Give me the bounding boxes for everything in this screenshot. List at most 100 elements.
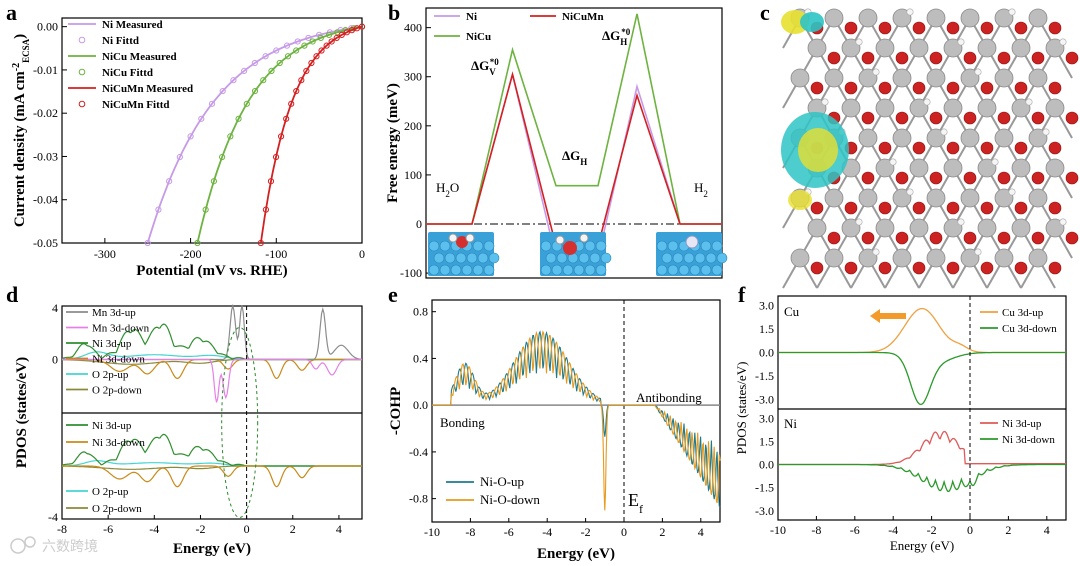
data-point-nicumn <box>257 239 264 247</box>
data-point-ni <box>166 178 173 185</box>
series-mn-3d-down <box>62 358 362 403</box>
hydrogen-atom <box>465 233 475 243</box>
y-tick-label: 0.4 <box>413 351 428 365</box>
slab-atom <box>700 264 712 276</box>
y-tick-label: -0.03 <box>33 149 58 163</box>
highlight-ellipse <box>221 327 259 518</box>
ni-atom <box>943 158 963 178</box>
legend-label: NiCu Fittd <box>102 67 153 79</box>
ni-atom <box>807 218 827 238</box>
panel-d: d -8 -6 -4 -2 0 2 4 4 0 -4 Energy (eV) PDOS (states/… <box>6 282 363 557</box>
legend-label: O 2p-up <box>92 369 129 381</box>
ni-atom <box>926 248 946 268</box>
h-atom <box>1008 8 1016 16</box>
slab-atom <box>483 240 495 252</box>
data-point-ni <box>187 133 194 140</box>
o-atom <box>1014 261 1028 275</box>
data-point-ni <box>219 87 226 95</box>
o-atom <box>963 111 977 125</box>
slab-atom <box>433 252 445 264</box>
state-label-end-sub: 2 <box>703 189 708 199</box>
o-atom <box>844 81 858 95</box>
o-atom <box>861 231 875 245</box>
y-axis-label-end: ) <box>12 34 28 39</box>
fermi-label: Ef <box>628 490 643 516</box>
data-point-nicu <box>268 67 275 74</box>
data-point-nicu <box>317 34 324 42</box>
slab-atom <box>428 240 440 252</box>
legend-label: Ni 3d-down <box>92 354 145 366</box>
ni-atom <box>909 38 929 58</box>
element-label: Ni <box>784 416 797 431</box>
h-atom <box>991 158 999 166</box>
x-tick-label: -6 <box>504 525 514 539</box>
annotation-dgh-sup: *0 <box>621 27 631 37</box>
legend-label: Mn 3d-up <box>92 307 136 319</box>
y-tick-label: 0.8 <box>413 305 428 319</box>
data-point-nicu <box>202 206 209 213</box>
x-axis-label: Energy (eV) <box>890 538 954 553</box>
o-atom <box>980 21 994 35</box>
ni-atom <box>926 188 946 208</box>
legend-label: NiCu Measured <box>102 51 177 63</box>
data-point-nicu <box>293 47 300 54</box>
slab-atom <box>694 252 706 264</box>
slab-atom <box>584 264 596 276</box>
slab-atom <box>667 240 679 252</box>
slab-atom <box>573 264 585 276</box>
ni-atom <box>875 158 895 178</box>
x-tick-label: 0 <box>244 522 250 536</box>
data-point-nicu <box>219 153 226 161</box>
plot-frame <box>61 17 363 244</box>
y-tick-label: 200 <box>404 119 422 133</box>
slab-atom <box>472 264 484 276</box>
y-tick-label: -0.02 <box>33 106 58 120</box>
o-atom <box>1048 81 1062 95</box>
o-atom <box>980 81 994 95</box>
legend-label: Mn 3d-down <box>92 323 150 335</box>
ni-atom <box>892 8 912 28</box>
ni-atom <box>1045 38 1065 58</box>
data-point-nicumn <box>303 67 310 74</box>
o-atom <box>1065 171 1079 185</box>
h-atom <box>957 218 965 226</box>
x-tick-label: -4 <box>888 523 898 537</box>
o-atom <box>844 21 858 35</box>
data-point-ni <box>198 115 205 122</box>
legend-label: O 2p-down <box>92 385 142 397</box>
o-atom <box>878 21 892 35</box>
ni-atom <box>1028 68 1048 88</box>
series-ni-3d-down-bottom <box>62 465 362 488</box>
ni-atom <box>1045 98 1065 118</box>
legend-label: NiCu <box>466 31 491 43</box>
legend-label: Ni 3d-down <box>92 437 145 449</box>
y-tick-label: -3.0 <box>755 393 774 407</box>
data-point-nicu <box>251 87 259 95</box>
charge-density-lobe <box>788 190 812 210</box>
o-atom <box>929 51 943 65</box>
o-atom <box>997 231 1011 245</box>
o-atom <box>946 21 960 35</box>
x-tick-label: 2 <box>659 525 665 539</box>
ni-atom <box>892 248 912 268</box>
ni-atom <box>875 38 895 58</box>
o-atom <box>827 51 841 65</box>
o-atom <box>997 51 1011 65</box>
data-point-ni <box>176 153 183 161</box>
o-atom <box>946 81 960 95</box>
ni-atom <box>841 218 861 238</box>
slab-atom <box>466 252 478 264</box>
h-atom <box>1008 188 1016 196</box>
fermi-label-sub: f <box>639 502 643 516</box>
y-tick-label: -4 <box>48 510 58 524</box>
y-axis-label-sub: ECSA <box>21 38 31 63</box>
ni-atom <box>824 248 844 268</box>
data-point-nicu <box>309 38 316 45</box>
data-point-nicu <box>227 133 234 140</box>
ni-atom <box>977 158 997 178</box>
ni-atom <box>1011 218 1031 238</box>
data-point-ni <box>230 77 237 84</box>
y-tick-label: 0.00 <box>37 20 58 34</box>
ni-atom <box>790 248 810 268</box>
data-point-nicumn <box>283 115 290 122</box>
